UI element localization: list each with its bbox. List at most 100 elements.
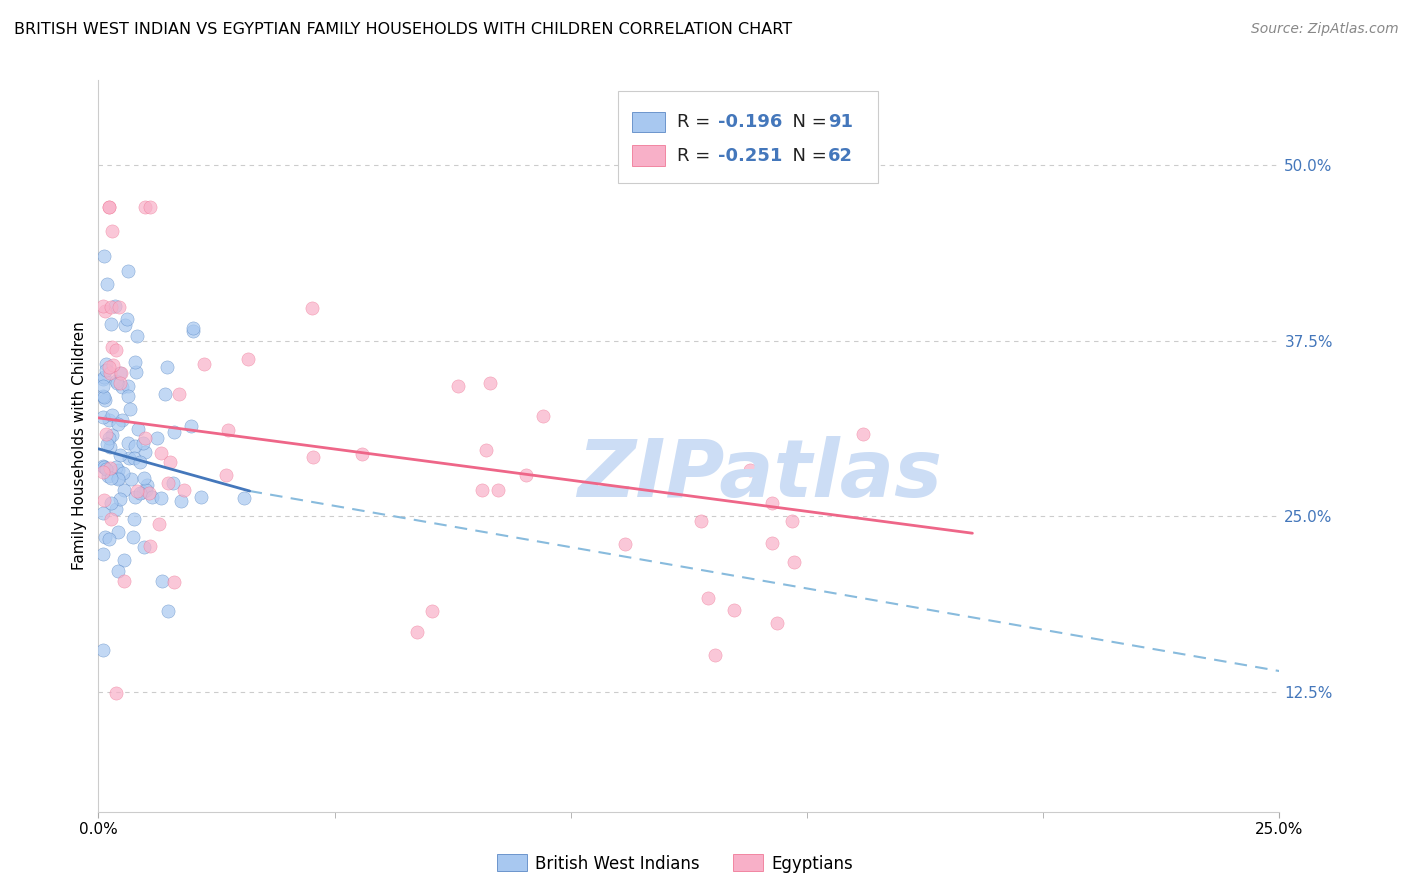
Point: [91, 459, 114, 474]
Point: [127, 329, 149, 343]
Point: [405, 624, 427, 639]
Point: [129, 455, 152, 469]
Point: [120, 472, 142, 486]
Point: [93, 460, 115, 475]
Point: [100, 496, 122, 510]
Point: [104, 686, 127, 700]
Point: [108, 449, 131, 463]
Text: N =: N =: [782, 113, 832, 131]
FancyBboxPatch shape: [619, 91, 877, 183]
Point: [190, 490, 212, 504]
FancyBboxPatch shape: [633, 112, 665, 132]
Point: [122, 530, 145, 544]
Text: Source: ZipAtlas.com: Source: ZipAtlas.com: [1251, 22, 1399, 37]
Point: [98, 430, 121, 444]
Point: [114, 318, 136, 332]
Point: [149, 491, 172, 505]
Point: [94, 363, 117, 377]
Text: R =: R =: [678, 113, 716, 131]
Point: [117, 389, 139, 403]
Point: [127, 483, 149, 498]
Point: [217, 423, 239, 437]
Point: [100, 300, 122, 314]
Point: [112, 483, 135, 498]
Point: [420, 604, 443, 618]
Point: [91, 506, 114, 520]
Point: [104, 343, 127, 357]
Point: [124, 439, 146, 453]
Point: [100, 512, 122, 526]
Point: [129, 486, 152, 500]
Point: [111, 413, 134, 427]
Point: [479, 376, 502, 390]
Point: [122, 512, 145, 526]
Point: [97, 200, 120, 214]
Point: [122, 451, 145, 466]
Point: [115, 312, 138, 326]
Point: [475, 443, 498, 458]
Text: N =: N =: [782, 146, 832, 165]
Text: R =: R =: [678, 146, 716, 165]
Point: [93, 391, 115, 405]
Point: [97, 469, 120, 483]
Point: [108, 366, 131, 380]
Point: [91, 379, 114, 393]
Point: [93, 370, 115, 384]
Point: [107, 472, 129, 486]
Point: [471, 483, 494, 497]
Point: [117, 436, 139, 450]
Point: [780, 514, 803, 528]
Point: [96, 426, 118, 441]
Point: [107, 564, 129, 578]
Point: [94, 461, 117, 475]
Point: [100, 317, 122, 331]
Point: [108, 492, 131, 507]
Point: [110, 366, 132, 380]
Point: [150, 574, 173, 588]
Point: [761, 496, 783, 510]
Point: [105, 502, 128, 516]
Point: [163, 574, 186, 589]
Point: [486, 483, 509, 498]
Point: [232, 491, 254, 505]
Point: [852, 427, 875, 442]
Point: [101, 224, 124, 238]
Point: [100, 470, 122, 484]
Point: [153, 386, 176, 401]
Point: [98, 366, 121, 380]
Point: [446, 379, 468, 393]
Point: [141, 491, 163, 505]
Point: [124, 365, 146, 379]
Point: [149, 446, 172, 460]
Point: [107, 524, 129, 539]
Point: [703, 648, 725, 663]
Point: [162, 475, 184, 490]
Point: [98, 440, 121, 454]
Point: [696, 591, 718, 606]
Point: [156, 359, 179, 374]
Text: -0.196: -0.196: [718, 113, 783, 131]
Point: [135, 483, 157, 497]
Point: [132, 540, 155, 554]
Point: [94, 393, 117, 408]
Point: [112, 574, 135, 589]
Point: [127, 422, 149, 436]
Point: [91, 389, 114, 403]
Point: [111, 466, 134, 480]
Point: [515, 468, 537, 483]
Point: [112, 553, 135, 567]
FancyBboxPatch shape: [633, 145, 665, 166]
Point: [761, 536, 783, 550]
Point: [783, 555, 806, 569]
Point: [91, 547, 114, 561]
Point: [139, 200, 162, 214]
Text: -0.251: -0.251: [718, 146, 783, 165]
Point: [352, 447, 374, 461]
Point: [159, 455, 181, 469]
Point: [614, 537, 637, 551]
Point: [104, 299, 127, 313]
Point: [98, 460, 121, 475]
Point: [765, 615, 787, 630]
Point: [91, 299, 114, 313]
Point: [96, 436, 118, 450]
